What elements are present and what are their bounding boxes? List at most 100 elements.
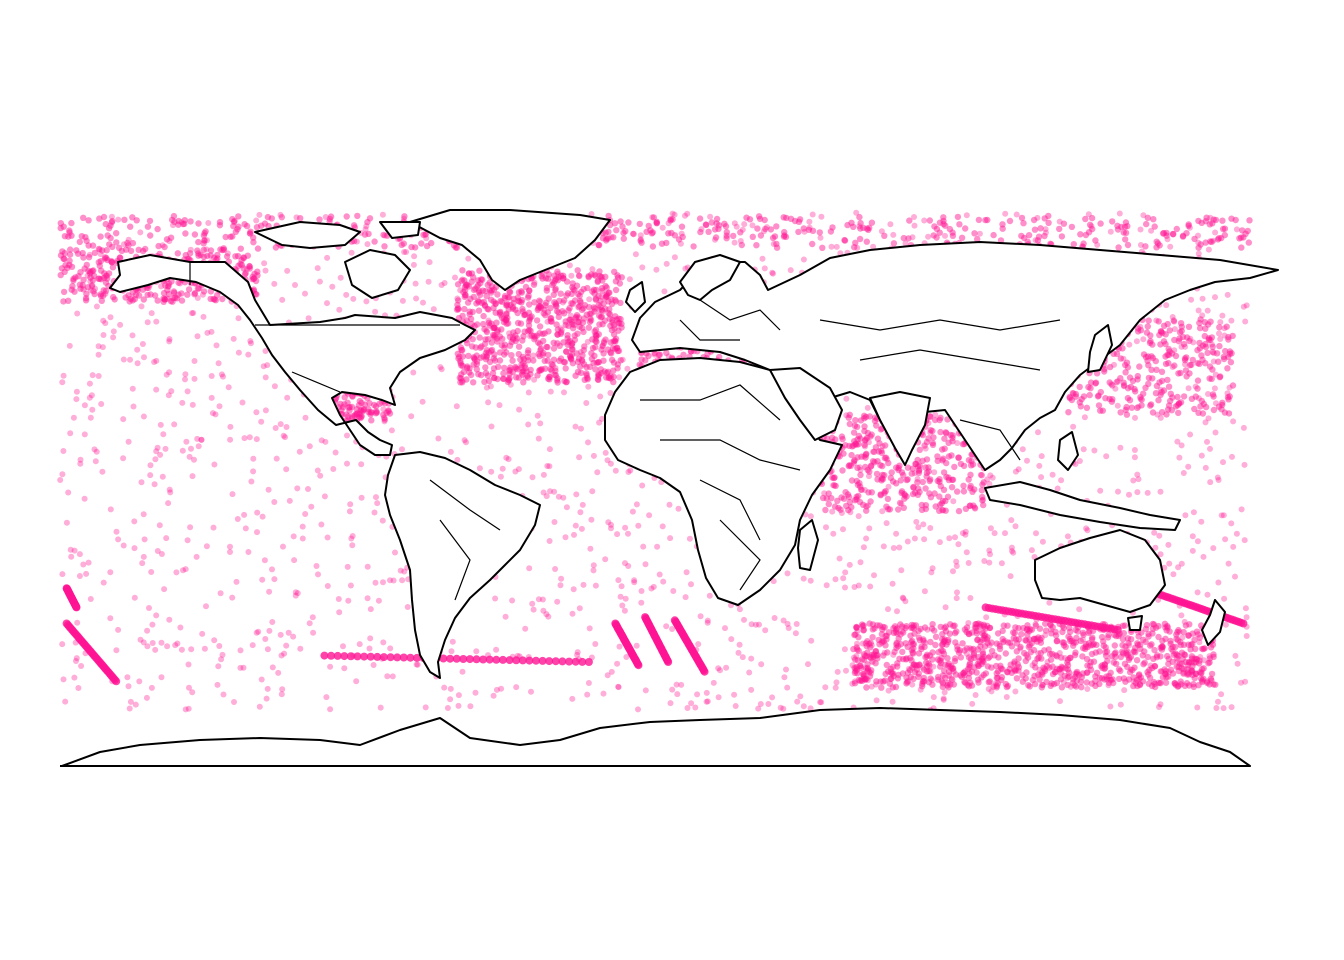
- observation-point: [475, 281, 482, 289]
- observation-point: [935, 649, 942, 656]
- observation-point: [294, 485, 301, 492]
- observation-point: [831, 482, 838, 489]
- observation-point: [118, 247, 126, 255]
- observation-point: [560, 494, 567, 501]
- observation-point: [1134, 328, 1142, 335]
- observation-point: [539, 596, 546, 603]
- observation-point: [426, 259, 433, 266]
- observation-point: [1042, 632, 1049, 639]
- observation-point: [591, 305, 599, 312]
- observation-point: [666, 501, 673, 508]
- observation-point: [1242, 318, 1249, 325]
- observation-point: [553, 321, 560, 328]
- observation-point: [873, 470, 881, 478]
- observation-point: [447, 685, 454, 692]
- observation-point: [1233, 226, 1240, 233]
- observation-point: [588, 516, 595, 523]
- observation-point: [1154, 240, 1162, 247]
- observation-point: [518, 289, 525, 296]
- observation-point: [607, 460, 614, 467]
- observation-point: [677, 240, 684, 247]
- observation-point: [296, 448, 303, 455]
- observation-point: [357, 407, 364, 414]
- observation-point: [619, 602, 626, 609]
- observation-point: [184, 388, 191, 395]
- observation-point: [1148, 366, 1155, 373]
- observation-point: [600, 339, 608, 347]
- observation-point: [671, 211, 678, 218]
- observation-point: [147, 462, 154, 469]
- observation-point: [1186, 337, 1193, 345]
- observation-point: [374, 500, 381, 507]
- observation-point: [870, 448, 876, 455]
- observation-point: [963, 624, 971, 631]
- observation-point: [1224, 291, 1231, 298]
- observation-point: [530, 357, 537, 364]
- observation-point: [1207, 479, 1214, 486]
- observation-point: [1176, 628, 1183, 635]
- observation-point: [567, 316, 574, 323]
- observation-point: [458, 346, 465, 354]
- observation-point: [1036, 462, 1043, 469]
- observation-point: [498, 314, 506, 321]
- observation-point: [525, 421, 532, 428]
- observation-point: [461, 283, 469, 291]
- observation-point: [1157, 414, 1164, 421]
- observation-point: [216, 643, 223, 649]
- observation-point: [843, 395, 850, 402]
- observation-point: [830, 530, 837, 537]
- observation-point: [140, 639, 147, 646]
- observation-point: [922, 445, 929, 452]
- observation-point: [130, 403, 137, 410]
- observation-point: [483, 327, 490, 334]
- observation-point: [992, 680, 999, 687]
- observation-point: [830, 482, 837, 489]
- observation-point: [1049, 624, 1056, 631]
- observation-point: [547, 488, 553, 495]
- observation-point: [223, 253, 231, 260]
- observation-point: [62, 698, 69, 705]
- observation-point: [1147, 642, 1154, 649]
- observation-point: [853, 209, 860, 216]
- observation-point: [559, 308, 566, 315]
- observation-point: [194, 333, 201, 340]
- observation-point: [612, 335, 620, 343]
- observation-point: [991, 530, 998, 537]
- observation-point: [151, 481, 158, 488]
- observation-point: [600, 357, 607, 364]
- observation-point: [1194, 538, 1201, 545]
- observation-point: [633, 642, 640, 649]
- observation-point: [372, 579, 379, 586]
- observation-point: [1202, 464, 1209, 471]
- observation-point: [259, 513, 266, 520]
- observation-point: [73, 655, 80, 662]
- observation-point: [172, 642, 179, 649]
- observation-point: [944, 682, 951, 689]
- observation-point: [973, 669, 980, 676]
- observation-point: [920, 637, 927, 645]
- observation-point: [348, 249, 355, 256]
- observation-point: [581, 343, 588, 350]
- observation-point: [470, 354, 477, 361]
- observation-point: [455, 692, 462, 699]
- observation-point: [963, 549, 970, 556]
- observation-point: [688, 581, 694, 588]
- observation-point: [715, 665, 722, 672]
- observation-point: [1140, 636, 1147, 643]
- observation-point: [366, 215, 374, 222]
- observation-point: [208, 373, 215, 379]
- observation-point: [906, 667, 914, 674]
- observation-point: [549, 278, 556, 285]
- observation-point: [343, 291, 350, 298]
- observation-point: [543, 299, 550, 306]
- observation-point: [610, 338, 617, 345]
- observation-point: [1008, 544, 1015, 551]
- observation-point: [656, 571, 663, 578]
- observation-point: [945, 672, 953, 679]
- observation-point: [144, 643, 151, 650]
- observation-point: [1044, 659, 1051, 665]
- observation-point: [1091, 447, 1098, 454]
- observation-point: [547, 365, 554, 373]
- observation-point: [592, 326, 600, 333]
- observation-point: [250, 239, 257, 246]
